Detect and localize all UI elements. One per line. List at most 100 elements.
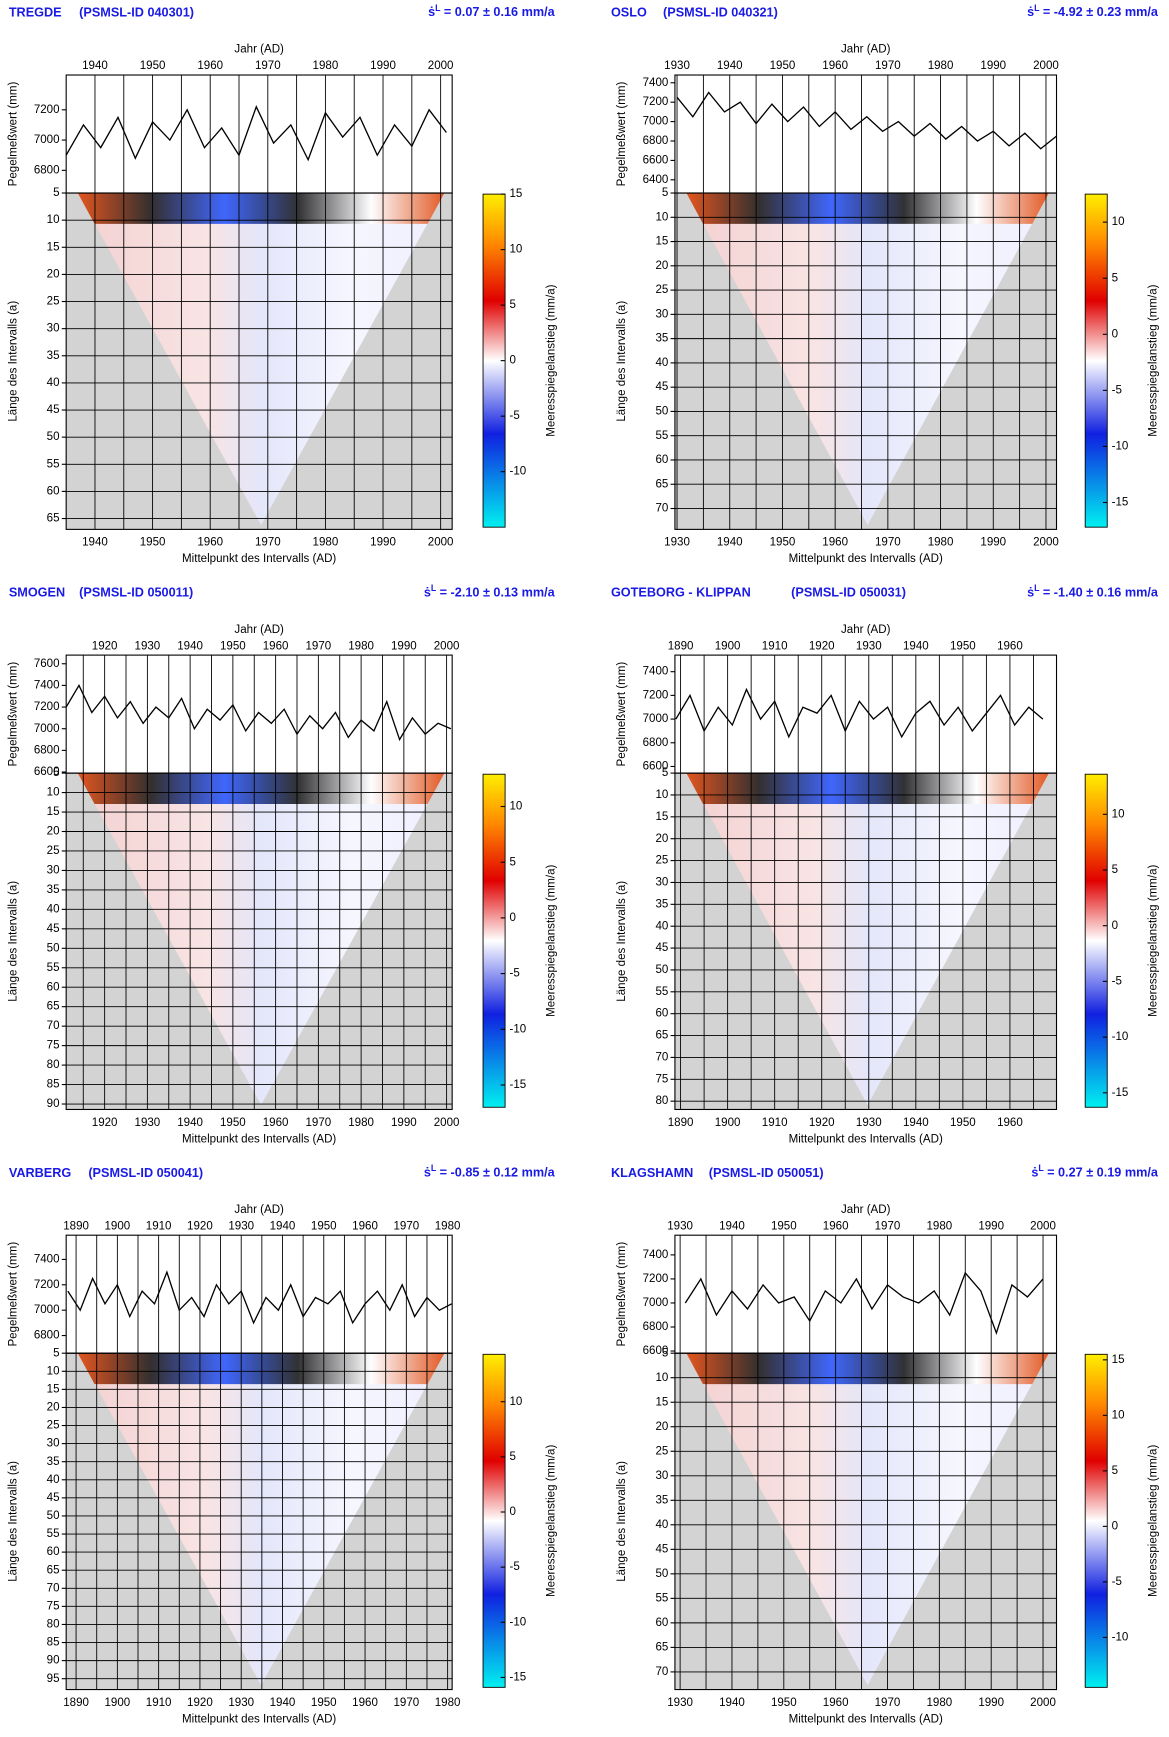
x-axis-title-top: Jahr (AD)	[234, 1204, 284, 1216]
x-tick-label-top: 1910	[762, 640, 788, 652]
trend-text: = 0.07 ± 0.16 mm/a	[444, 6, 556, 20]
colorbar-tick-label: 10	[1112, 808, 1125, 820]
x-tick-label-top: 1940	[719, 1220, 745, 1232]
trend-symbol: ṡ	[1031, 1166, 1038, 1180]
x-tick-label-top: 2000	[428, 60, 454, 72]
interval-tick-label: 5	[662, 767, 668, 779]
x-axis-title-bottom: Mittelpunkt des Intervalls (AD)	[789, 1713, 943, 1725]
x-tick-label-bottom: 1960	[197, 537, 223, 549]
x-tick-label-bottom: 1980	[928, 537, 954, 549]
x-tick-label-top: 1920	[92, 640, 118, 652]
colorbar-tick-label: -10	[1112, 1031, 1129, 1043]
x-tick-label-bottom: 1940	[903, 1117, 929, 1129]
x-tick-label-top: 1960	[352, 1220, 378, 1232]
colorbar-tick-label: -5	[1112, 1576, 1122, 1588]
interval-tick-label: 25	[47, 1420, 60, 1432]
y-tick-label: 6800	[643, 737, 669, 749]
colorbar-title: Meeresspiegelanstieg (mm/a)	[545, 1445, 557, 1597]
interval-tick-label: 50	[47, 431, 60, 443]
x-tick-label-bottom: 1930	[664, 537, 690, 549]
x-axis-title-top: Jahr (AD)	[841, 44, 891, 56]
x-tick-label-bottom: 1980	[313, 537, 339, 549]
frame-top	[65, 654, 453, 774]
trend-text: = -1.40 ± 0.16 mm/a	[1043, 586, 1159, 600]
sea-level-line	[66, 684, 452, 742]
colorbar-title: Meeresspiegelanstieg (mm/a)	[1148, 864, 1160, 1016]
x-tick-label-bottom: 1960	[352, 1697, 378, 1709]
colorbar-tick-label: 0	[1112, 920, 1118, 932]
interval-axis-title: Länge des Intervalls (a)	[7, 301, 19, 422]
x-tick-label-top: 1940	[177, 640, 203, 652]
x-tick-label-top: 1940	[82, 60, 108, 72]
interval-tick-label: 50	[655, 964, 668, 976]
interval-tick-label: 60	[655, 1008, 668, 1020]
x-tick-label-top: 1990	[980, 60, 1006, 72]
x-tick-label-bottom: 1970	[393, 1697, 419, 1709]
trend-superscript: L	[1038, 1163, 1044, 1173]
colorbar	[1084, 193, 1108, 528]
interval-tick-label: 35	[47, 350, 60, 362]
x-tick-label-bottom: 2000	[1033, 537, 1059, 549]
x-tick-label-top: 1950	[140, 60, 166, 72]
x-tick-label-bottom: 1950	[220, 1117, 246, 1129]
frame-bottom	[674, 1352, 1058, 1691]
y-tick-label: 7000	[34, 723, 60, 735]
trend-annotation: ṡL = -4.92 ± 0.23 mm/a	[1027, 3, 1159, 19]
x-axis-title-top: Jahr (AD)	[841, 1204, 891, 1216]
interval-tick-label: 65	[655, 478, 668, 490]
y-axis-title: Pegelmeßwert (mm)	[7, 82, 19, 187]
y-tick-label: 7400	[643, 77, 669, 89]
panel-subtitle: (PSMSL-ID 040301)	[79, 6, 194, 20]
colorbar-tick-label: -5	[510, 968, 520, 980]
x-axis-title-top: Jahr (AD)	[841, 624, 891, 636]
x-tick-label-top: 1930	[856, 640, 882, 652]
interval-tick-label: 60	[47, 981, 60, 993]
trend-text: = -4.92 ± 0.23 mm/a	[1043, 6, 1159, 20]
heatmap-triangle	[77, 773, 445, 1106]
x-tick-label-top: 1970	[306, 640, 332, 652]
interval-tick-label: 10	[47, 214, 60, 226]
x-tick-label-top: 1930	[135, 640, 161, 652]
x-tick-label-bottom: 1990	[370, 537, 396, 549]
y-axis-title: Pegelmeßwert (mm)	[616, 1242, 628, 1347]
y-tick-label: 6600	[34, 766, 60, 778]
interval-tick-label: 55	[655, 986, 668, 998]
x-tick-label-bottom: 1940	[719, 1697, 745, 1709]
interval-tick-label: 45	[655, 1543, 668, 1555]
interval-tick-label: 25	[655, 1445, 668, 1457]
heatmap-short-intervals	[77, 193, 445, 224]
trend-symbol: ṡ	[1027, 586, 1034, 600]
frame-bottom	[674, 192, 1058, 530]
panel-subtitle: (PSMSL-ID 050031)	[791, 586, 906, 600]
x-tick-label-top: 1930	[228, 1220, 254, 1232]
x-tick-label-top: 1980	[348, 640, 374, 652]
x-axis-title-bottom: Mittelpunkt des Intervalls (AD)	[182, 1713, 336, 1725]
y-tick-label: 7200	[643, 1273, 669, 1285]
colorbar-tick-label: 5	[510, 856, 516, 868]
interval-tick-label: 5	[53, 767, 59, 779]
x-tick-label-bottom: 1950	[771, 1697, 797, 1709]
trend-symbol: ṡ	[1027, 6, 1034, 20]
trend-symbol: ṡ	[424, 586, 431, 600]
trend-text: = -0.85 ± 0.12 mm/a	[440, 1166, 556, 1180]
colorbar-tick-label: -10	[1112, 440, 1129, 452]
trend-superscript: L	[431, 1163, 437, 1173]
interval-tick-label: 35	[655, 333, 668, 345]
frame-bottom	[65, 1352, 453, 1691]
interval-tick-label: 70	[655, 503, 668, 515]
x-tick-label-bottom: 1920	[809, 1117, 835, 1129]
x-tick-label-bottom: 1950	[140, 537, 166, 549]
interval-tick-label: 85	[47, 1637, 60, 1649]
panel-title: SMOGEN	[9, 586, 65, 600]
interval-tick-label: 95	[47, 1673, 60, 1685]
trend-text: = -2.10 ± 0.13 mm/a	[440, 586, 556, 600]
interval-tick-label: 65	[47, 513, 60, 525]
colorbar-tick-label: -15	[1112, 1087, 1129, 1099]
x-tick-label-bottom: 1990	[978, 1697, 1004, 1709]
x-tick-label-top: 1970	[875, 60, 901, 72]
colorbar	[1084, 773, 1108, 1108]
y-tick-label: 7000	[34, 134, 60, 146]
interval-axis-title: Länge des Intervalls (a)	[616, 301, 628, 422]
interval-tick-label: 65	[655, 1641, 668, 1653]
panel-subtitle: (PSMSL-ID 050051)	[709, 1166, 824, 1180]
